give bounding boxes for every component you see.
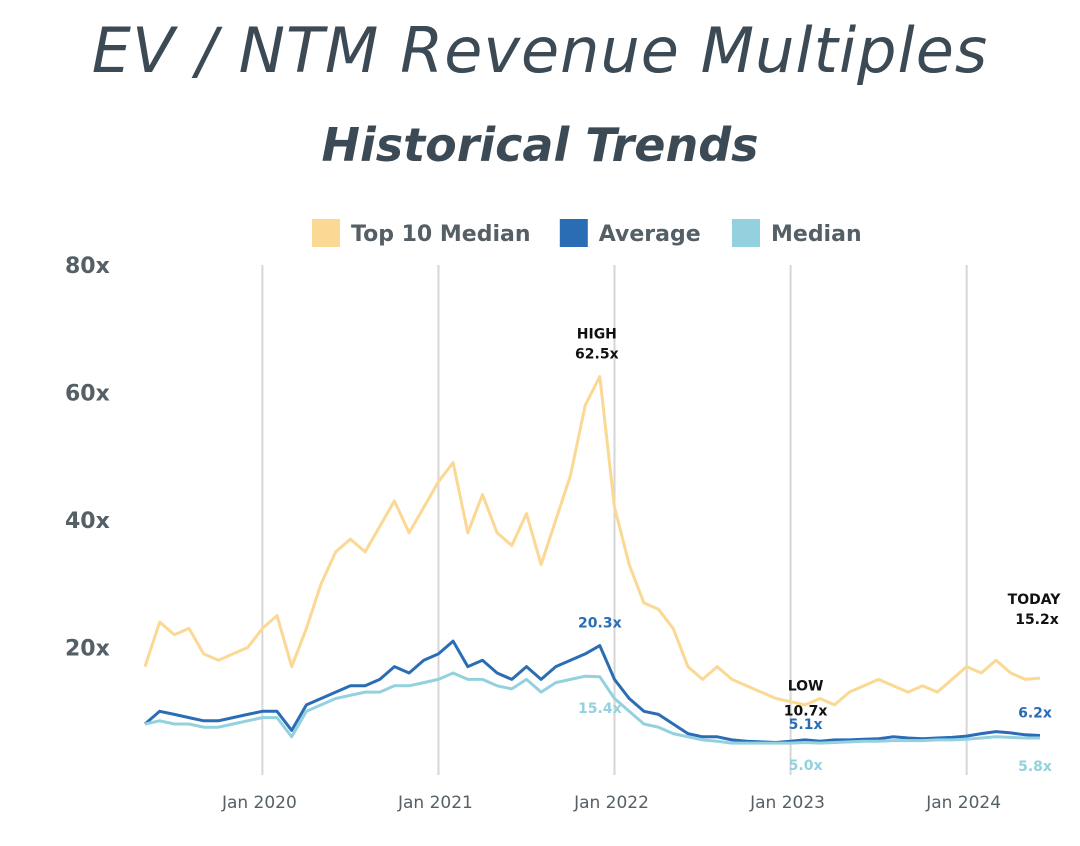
legend-swatch: [732, 219, 760, 247]
legend-label: Top 10 Median: [351, 222, 531, 247]
x-tick-label: Jan 2024: [925, 793, 1001, 813]
x-tick-label: Jan 2021: [397, 793, 473, 813]
data-label: 5.1x: [789, 717, 823, 733]
x-tick-label: Jan 2022: [573, 793, 649, 813]
data-label: 10.7x: [784, 704, 828, 720]
series-line-median: [144, 671, 1040, 745]
series-line-top-10-median: [143, 375, 1041, 707]
data-label: HIGH: [577, 327, 617, 343]
series-line-average: [144, 639, 1041, 744]
y-tick-label: 20x: [65, 637, 110, 662]
legend-label: Average: [599, 222, 701, 247]
data-label: 5.8x: [1018, 759, 1052, 775]
data-label: TODAY: [1008, 592, 1062, 608]
legend-swatch: [559, 219, 588, 247]
data-label: 62.5x: [575, 347, 619, 363]
data-label: 5.0x: [789, 758, 823, 774]
data-label: LOW: [788, 679, 824, 695]
data-label: 6.2x: [1018, 705, 1052, 721]
x-tick-label: Jan 2020: [221, 793, 297, 813]
data-label: 15.2x: [1015, 612, 1059, 628]
y-tick-label: 40x: [65, 509, 110, 534]
legend-label: Median: [771, 222, 862, 247]
y-tick-label: 60x: [65, 382, 110, 407]
chart-title: EV / NTM Revenue Multiples: [91, 14, 989, 87]
legend-swatch: [312, 219, 340, 247]
chart-subtitle: Historical Trends: [321, 118, 759, 172]
data-label: 20.3x: [578, 616, 622, 632]
data-label: 15.4x: [578, 701, 622, 717]
x-tick-label: Jan 2023: [749, 793, 825, 813]
y-tick-label: 80x: [65, 254, 110, 279]
